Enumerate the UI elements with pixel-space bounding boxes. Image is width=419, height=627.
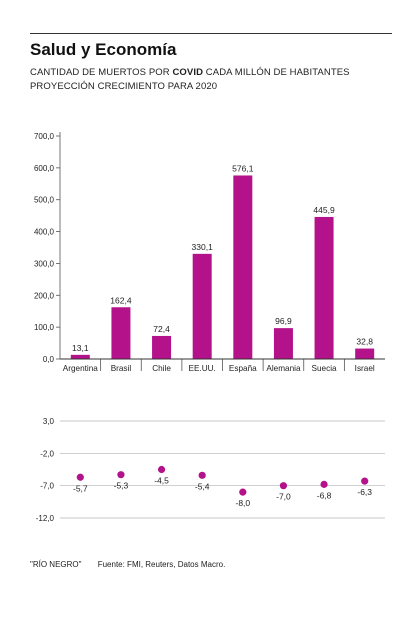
bar-category-label: Israel: [355, 364, 375, 373]
subtitle-covid: COVID: [172, 67, 204, 78]
bar-category-label: Suecia: [312, 364, 337, 373]
dot-y-tick-label: 3,0: [43, 417, 55, 426]
dot-point: [239, 488, 247, 496]
bar-y-tick-label: 700,0: [34, 132, 55, 141]
bar: [152, 335, 172, 359]
subtitle-part: CANTIDAD DE MUERTOS POR: [30, 67, 173, 78]
bar-category-label: Chile: [152, 364, 171, 373]
bar: [314, 216, 334, 359]
bar-value-label: 445,9: [313, 205, 335, 215]
dot-point: [157, 465, 166, 474]
bar-y-tick-label: 200,0: [34, 291, 55, 300]
dot-point: [76, 473, 84, 481]
bar-y-tick-label: 100,0: [34, 323, 55, 332]
bar-value-label: 162,4: [110, 295, 132, 305]
top-rule: [30, 33, 392, 34]
bar: [111, 307, 131, 359]
bar-value-label: 96,9: [275, 316, 292, 326]
bar-y-tick-label: 500,0: [34, 196, 55, 205]
bar-value-label: 13,1: [72, 343, 89, 353]
bar-value-label: 32,8: [356, 337, 373, 347]
dot-value-label: -5,7: [73, 483, 88, 493]
bar-y-tick-label: 400,0: [34, 228, 55, 237]
dot-value-label: -4,5: [154, 476, 169, 486]
dot-y-tick-label: -2,0: [40, 449, 54, 458]
dot-value-label: -5,3: [114, 481, 129, 491]
dot-value-label: -5,4: [195, 481, 210, 491]
footer: "RÍO NEGRO" Fuente: FMI, Reuters, Datos …: [30, 560, 225, 569]
dot-y-tick-label: -7,0: [40, 482, 54, 491]
dot-y-tick-label: -12,0: [36, 514, 55, 523]
dot-point: [279, 482, 288, 490]
bar-value-label: 576,1: [232, 163, 254, 173]
bar-category-label: España: [229, 364, 257, 373]
footer-source: Fuente: FMI, Reuters, Datos Macro.: [97, 560, 226, 569]
bar-category-label: EE.UU.: [189, 364, 216, 373]
dot-value-label: -6,8: [317, 490, 332, 500]
bar-category-label: Alemania: [266, 364, 301, 373]
bar: [233, 175, 253, 359]
dot-point: [198, 471, 206, 479]
page-title: Salud y Economía: [30, 40, 177, 59]
dot-point: [361, 477, 369, 485]
bar-value-label: 330,1: [192, 242, 214, 252]
chart-subtitle-growth: PROYECCIÓN CRECIMIENTO PARA 2020: [30, 81, 218, 92]
bar: [355, 348, 375, 359]
bar-value-label: 72,4: [153, 324, 170, 334]
bar-category-label: Argentina: [63, 364, 98, 373]
dot-point: [320, 480, 328, 488]
bar: [273, 328, 293, 359]
bar-category-label: Brasil: [111, 364, 132, 373]
chart-subtitle-deaths: CANTIDAD DE MUERTOS POR COVID CADA MILLÓ…: [30, 67, 350, 78]
bar: [70, 354, 90, 359]
subtitle-part: CADA MILLÓN DE HABITANTES: [203, 67, 350, 78]
bar-y-tick-label: 300,0: [34, 259, 55, 268]
footer-credit: "RÍO NEGRO": [30, 560, 82, 569]
dot-point: [117, 471, 125, 479]
bar-y-tick-label: 600,0: [34, 164, 55, 173]
dot-value-label: -6,3: [357, 487, 372, 497]
bar: [192, 253, 212, 359]
bar-y-tick-label: 0,0: [43, 355, 55, 364]
dot-value-label: -8,0: [235, 498, 250, 508]
dot-value-label: -7,0: [276, 492, 291, 502]
